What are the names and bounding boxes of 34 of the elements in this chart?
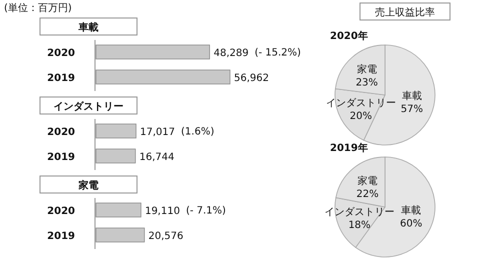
data-label: 48,289 [214, 48, 249, 59]
chart-title: 家電 [78, 180, 98, 192]
data-label: 16,744 [139, 152, 174, 163]
chart-title: 2020年 [330, 30, 368, 42]
data-label: 56,962 [234, 73, 269, 84]
text: 売上収益比率 [375, 6, 435, 18]
y-tick-label: 2020 [47, 48, 76, 59]
slice-label: インダストリー [324, 206, 394, 218]
text: (- 15.2%) [254, 48, 302, 58]
data-label: 22% [356, 188, 379, 200]
data-label: 19,110 [144, 206, 180, 217]
data-label: 18% [348, 220, 371, 232]
slice-label: インダストリー [326, 97, 396, 110]
slice-label: 車載 [402, 90, 422, 102]
data-label: 20% [350, 111, 372, 122]
slice-label: 家電 [356, 63, 377, 76]
chart-title: 2019年 [330, 142, 368, 154]
y-tick-label: 2019 [47, 231, 76, 242]
data-label: 23% [356, 77, 378, 88]
y-tick-label: 2019 [47, 152, 76, 163]
y-tick-label: 2020 [47, 127, 76, 138]
chart-title: 車載 [78, 22, 98, 34]
chart-subtitle: (単位：百万円) [4, 2, 72, 14]
text: (1.6%) [181, 126, 214, 138]
slice-label: 車載 [401, 204, 422, 216]
data-label: 57% [400, 104, 423, 115]
data-label: 20,576 [148, 231, 184, 242]
y-tick-label: 2019 [47, 73, 76, 84]
chart-title: インダストリー [54, 100, 124, 112]
data-label: 17,017 [140, 127, 176, 138]
slice-label: 家電 [357, 174, 378, 187]
data-label: 60% [400, 218, 422, 230]
y-tick-label: 2020 [47, 206, 76, 217]
text: (- 7.1%) [186, 206, 226, 216]
